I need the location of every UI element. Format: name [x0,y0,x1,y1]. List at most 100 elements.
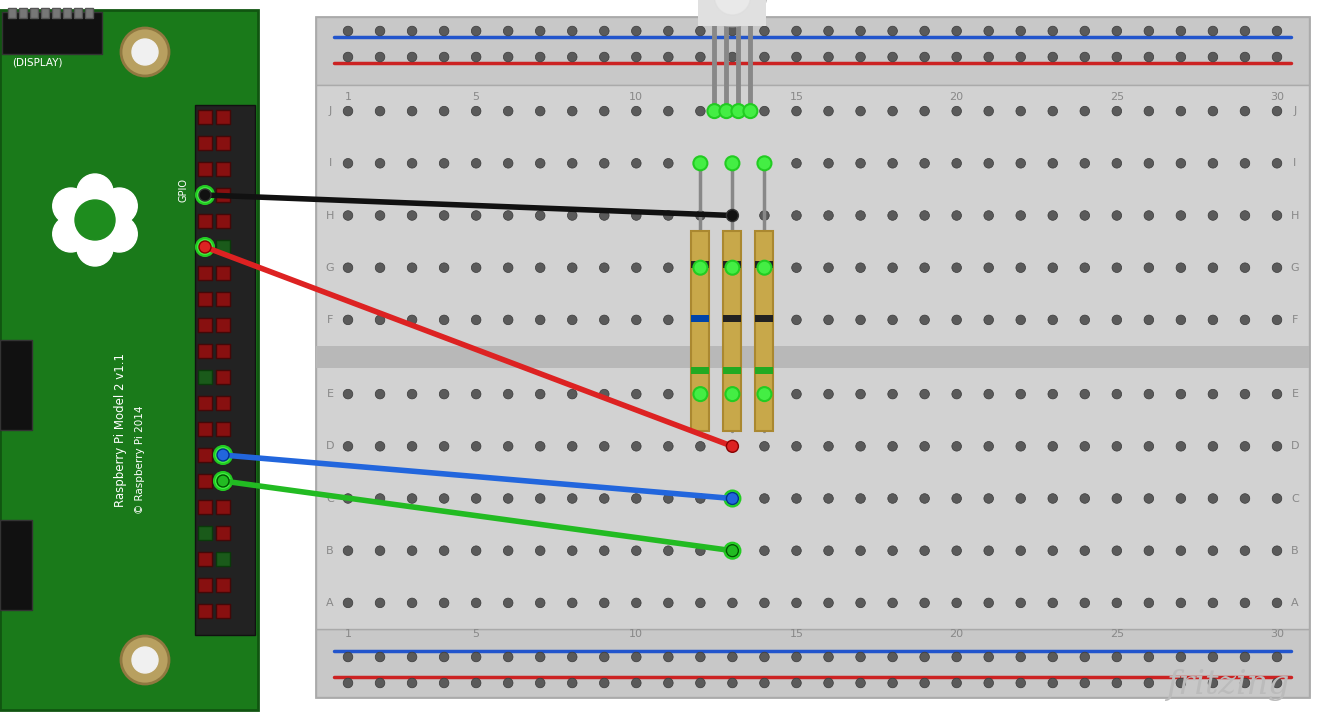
Circle shape [1080,26,1089,36]
Circle shape [1272,211,1281,221]
Circle shape [1272,441,1281,451]
Circle shape [568,389,577,399]
Circle shape [1176,26,1185,36]
Text: E: E [1292,389,1299,399]
Circle shape [856,26,865,36]
Circle shape [792,652,801,662]
Circle shape [407,546,417,555]
Circle shape [599,652,608,662]
Circle shape [344,106,353,116]
Circle shape [664,678,673,688]
Bar [198,110,212,124]
Circle shape [503,26,514,36]
Circle shape [1112,263,1122,273]
Bar [198,448,212,462]
Circle shape [823,493,834,503]
Circle shape [919,389,930,399]
Circle shape [1241,652,1250,662]
Circle shape [375,652,385,662]
Circle shape [632,546,641,555]
Bar [316,17,1309,697]
Bar [195,105,255,635]
Circle shape [1048,159,1058,168]
Circle shape [407,598,417,608]
Circle shape [757,387,772,401]
Circle shape [1048,598,1058,608]
Circle shape [599,263,608,273]
Circle shape [952,315,961,325]
Circle shape [503,159,514,168]
Circle shape [440,26,449,36]
Circle shape [727,52,738,62]
Circle shape [1144,389,1154,399]
Circle shape [599,678,608,688]
Circle shape [984,652,993,662]
Circle shape [664,263,673,273]
Circle shape [632,441,641,451]
Circle shape [1272,652,1281,662]
Circle shape [632,106,641,116]
Circle shape [1208,389,1218,399]
Circle shape [1015,52,1026,62]
Circle shape [1015,106,1026,116]
Circle shape [344,493,353,503]
Circle shape [727,493,738,503]
Circle shape [1015,389,1026,399]
Circle shape [599,598,608,608]
Circle shape [1272,52,1281,62]
Circle shape [599,211,608,221]
Circle shape [1241,598,1250,608]
Circle shape [760,26,769,36]
Circle shape [199,189,211,201]
Bar [8,8,16,18]
Circle shape [599,441,608,451]
Circle shape [503,546,514,555]
Circle shape [440,315,449,325]
Circle shape [1112,678,1122,688]
Circle shape [375,52,385,62]
Circle shape [695,678,705,688]
Bar [216,396,230,410]
Circle shape [1112,52,1122,62]
Circle shape [1241,52,1250,62]
Circle shape [856,598,865,608]
Circle shape [536,493,545,503]
Circle shape [984,678,993,688]
Circle shape [503,52,514,62]
Bar [198,344,212,358]
Circle shape [1208,441,1218,451]
Circle shape [792,546,801,555]
Circle shape [984,389,993,399]
Bar [63,8,71,18]
Circle shape [536,389,545,399]
Bar [198,526,212,540]
Circle shape [919,546,930,555]
Circle shape [823,159,834,168]
Circle shape [888,441,897,451]
Circle shape [664,441,673,451]
Circle shape [1272,106,1281,116]
Circle shape [792,52,801,62]
Circle shape [888,159,897,168]
Circle shape [695,315,705,325]
Circle shape [695,159,705,168]
Circle shape [471,493,481,503]
Circle shape [599,315,608,325]
Circle shape [344,52,353,62]
Circle shape [375,211,385,221]
Circle shape [726,156,739,171]
Circle shape [407,263,417,273]
Circle shape [1144,546,1154,555]
Circle shape [1015,159,1026,168]
Circle shape [440,159,449,168]
Circle shape [440,678,449,688]
Text: (DISPLAY): (DISPLAY) [12,57,62,67]
Circle shape [536,678,545,688]
Circle shape [823,315,834,325]
Circle shape [53,216,88,252]
Circle shape [1208,652,1218,662]
Circle shape [856,159,865,168]
Circle shape [1241,159,1250,168]
Circle shape [503,263,514,273]
Circle shape [1176,546,1185,555]
